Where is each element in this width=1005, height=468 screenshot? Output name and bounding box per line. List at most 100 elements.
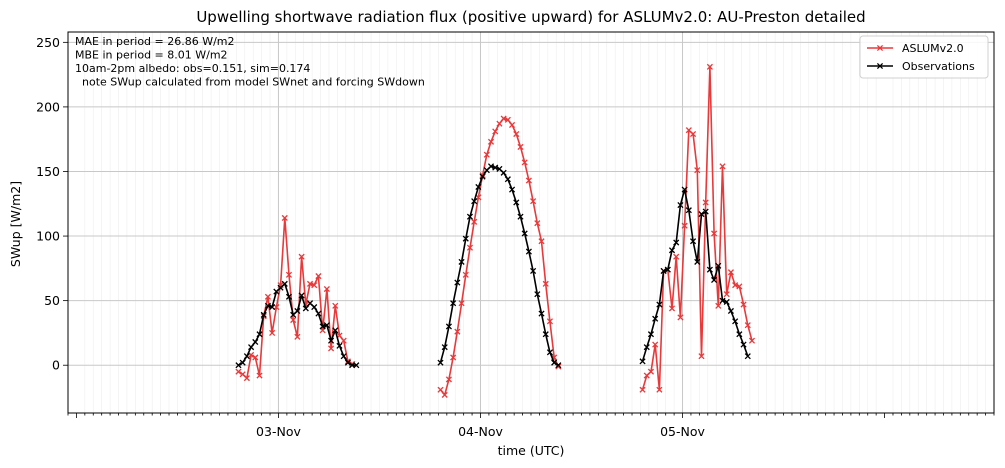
- data-point: [542, 331, 549, 338]
- data-point: [656, 386, 663, 393]
- data-point: [652, 341, 659, 348]
- data-point: [517, 213, 524, 220]
- legend-label: ASLUMv2.0: [902, 42, 964, 55]
- data-point: [681, 222, 688, 229]
- data-point: [677, 202, 684, 209]
- data-point: [534, 220, 541, 227]
- data-point: [652, 315, 659, 322]
- annotation-line: note SWup calculated from model SWnet an…: [75, 76, 425, 89]
- data-point: [281, 280, 288, 287]
- data-point: [323, 285, 330, 293]
- data-point: [458, 258, 465, 265]
- data-point: [248, 344, 255, 351]
- data-point: [538, 310, 545, 317]
- y-tick-label: 100: [36, 229, 60, 244]
- data-point: [466, 213, 474, 220]
- data-point: [711, 276, 718, 284]
- data-point: [454, 279, 461, 286]
- data-point: [508, 186, 516, 193]
- annotation-line: 10am-2pm albedo: obs=0.151, sim=0.174: [75, 62, 310, 75]
- data-point: [285, 271, 293, 278]
- data-point: [715, 302, 722, 309]
- data-point: [525, 177, 532, 184]
- data-point: [740, 301, 747, 308]
- data-point: [437, 386, 444, 393]
- data-point: [702, 199, 709, 206]
- data-point: [239, 359, 246, 366]
- data-point: [471, 218, 478, 225]
- data-point: [513, 199, 520, 206]
- series-line: [238, 217, 353, 379]
- data-point: [673, 253, 680, 260]
- data-point: [256, 372, 263, 379]
- data-point: [542, 280, 549, 287]
- data-point: [647, 331, 655, 338]
- data-point: [643, 344, 650, 351]
- data-point: [748, 337, 756, 344]
- data-point: [681, 186, 688, 193]
- data-point: [243, 353, 250, 360]
- data-point: [546, 318, 554, 325]
- data-point: [302, 305, 309, 312]
- data-point: [530, 198, 537, 205]
- data-point: [487, 163, 495, 170]
- legend-box: [859, 35, 989, 79]
- data-point: [290, 316, 297, 324]
- data-point: [298, 253, 305, 260]
- data-point: [508, 121, 516, 129]
- data-point: [496, 120, 503, 127]
- data-point: [530, 267, 537, 274]
- data-point: [315, 273, 322, 280]
- data-point: [492, 128, 499, 135]
- data-point: [441, 391, 448, 398]
- data-point: [475, 183, 482, 191]
- data-point: [281, 214, 288, 222]
- data-point: [437, 359, 444, 366]
- data-point: [252, 338, 259, 346]
- data-point: [466, 244, 474, 251]
- y-tick-label: 200: [36, 99, 60, 114]
- data-point: [264, 302, 271, 309]
- data-point: [715, 262, 722, 269]
- y-tick-label: 150: [36, 164, 60, 179]
- data-point: [332, 302, 339, 309]
- data-point: [235, 362, 242, 369]
- data-point: [260, 311, 267, 318]
- data-point: [311, 304, 318, 311]
- data-point: [471, 198, 478, 205]
- data-point: [534, 291, 541, 298]
- data-point: [744, 353, 751, 360]
- data-point: [719, 163, 726, 170]
- data-point: [445, 323, 452, 330]
- y-axis-label: SWup [W/m2]: [8, 181, 23, 267]
- y-tick-label: 250: [36, 35, 60, 50]
- annotation-line: MAE in period = 26.86 W/m2: [75, 35, 235, 48]
- legend-label: Observations: [902, 60, 975, 73]
- data-point: [668, 247, 676, 254]
- data-point: [660, 267, 667, 274]
- y-tick-label: 0: [52, 358, 60, 373]
- data-point: [723, 291, 730, 298]
- data-point: [483, 151, 490, 158]
- data-point: [340, 353, 347, 360]
- series-line: [439, 117, 560, 396]
- data-point: [677, 314, 684, 321]
- data-point: [315, 310, 322, 317]
- legend-marker: [876, 44, 884, 52]
- data-point: [689, 238, 697, 245]
- data-point: [500, 169, 507, 176]
- data-point: [340, 337, 347, 344]
- data-point: [555, 362, 562, 369]
- data-point: [487, 138, 495, 145]
- data-point: [445, 376, 452, 383]
- data-point: [744, 322, 751, 329]
- data-point: [294, 333, 301, 340]
- data-point: [264, 293, 271, 300]
- data-point: [689, 130, 697, 138]
- data-point: [546, 349, 554, 356]
- data-point: [450, 300, 457, 307]
- data-point: [319, 323, 326, 330]
- data-point: [685, 207, 692, 214]
- data-point: [668, 305, 676, 312]
